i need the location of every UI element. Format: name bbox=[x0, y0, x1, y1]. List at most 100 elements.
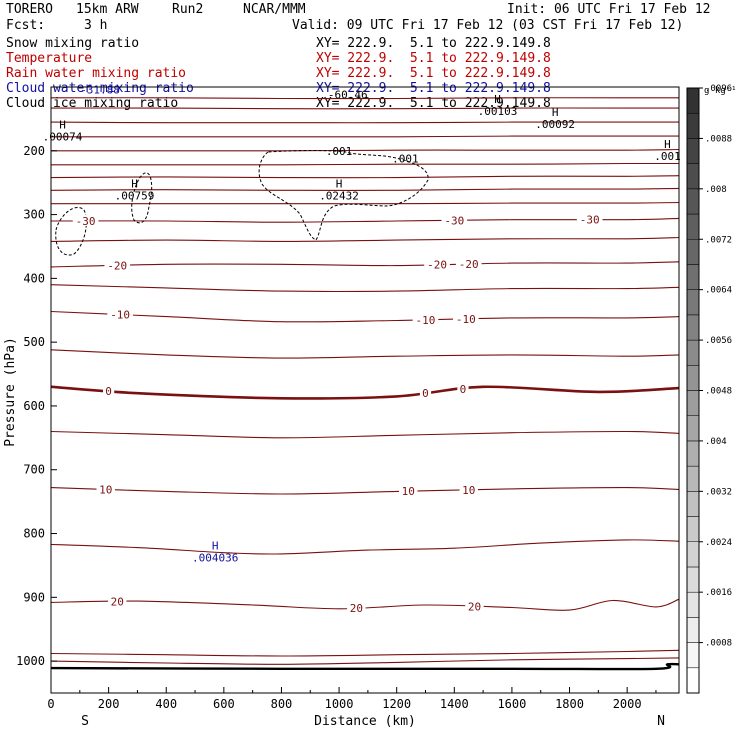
y-tick-label: 500 bbox=[23, 335, 45, 349]
colorbar-segment bbox=[686, 491, 700, 517]
colorbar-segment bbox=[686, 465, 700, 492]
x-tick-label: 200 bbox=[98, 697, 120, 711]
temperature-label: 0 bbox=[105, 385, 112, 398]
legend-temperature-name: Temperature bbox=[6, 51, 93, 66]
model-title: TORERO bbox=[6, 2, 53, 17]
y-tick-label: 900 bbox=[23, 590, 45, 604]
legend-temperature-xy: XY= 222.9. 5.1 to 222.9.149.8 bbox=[316, 51, 551, 66]
colorbar-tick-label: .004 bbox=[705, 437, 727, 447]
run-label: Run2 bbox=[172, 2, 204, 17]
extremum-high-marker-4: H bbox=[552, 106, 559, 119]
cloud-ice-contour-2 bbox=[55, 207, 87, 256]
legend-rain-name: Rain water mixing ratio bbox=[6, 66, 187, 81]
temperature-contour-m65-19 bbox=[50, 121, 679, 124]
model-resolution: 15km ARW bbox=[76, 2, 139, 17]
temperature-label-bg bbox=[441, 214, 468, 226]
org-label: NCAR/MMM bbox=[243, 2, 306, 17]
colorbar-segment bbox=[686, 112, 700, 139]
temperature-contour-15-3 bbox=[50, 539, 680, 555]
temperature-label-bg bbox=[107, 308, 133, 320]
temperature-label: -20 bbox=[107, 259, 127, 272]
x-tick-label: 1600 bbox=[497, 697, 526, 711]
x-axis-title: Distance (km) bbox=[314, 714, 416, 729]
temperature-label-bg bbox=[347, 602, 366, 614]
temperature-label: -30 bbox=[76, 215, 96, 228]
legend-cloud-water-name: Cloud water mixing ratio bbox=[6, 81, 194, 96]
x-tick-label: 600 bbox=[213, 697, 235, 711]
temperature-label-bg bbox=[96, 483, 115, 495]
temperature-contour-25-1 bbox=[50, 649, 680, 657]
temperature-label-bg bbox=[103, 385, 115, 397]
forecast-label: Fcst: bbox=[6, 18, 46, 33]
temperature-contour-m10-8 bbox=[50, 310, 680, 323]
colorbar-tick-label: .0056 bbox=[705, 336, 732, 346]
cloud-ice-label-1: .001 bbox=[392, 152, 419, 165]
temperature-label-bg bbox=[459, 483, 478, 495]
colorbar-segment bbox=[686, 138, 700, 164]
extremum-high-marker-2: H bbox=[336, 177, 343, 190]
legend-cloud-ice-name: Cloud ice mixing ratio bbox=[6, 96, 179, 111]
colorbar-segment bbox=[686, 365, 700, 391]
temperature-contour-m55-17 bbox=[51, 148, 680, 152]
colorbar-segment bbox=[686, 415, 700, 442]
temperature-contour-m45-15 bbox=[50, 175, 680, 179]
colorbar-tick-label: .0024 bbox=[705, 538, 732, 548]
colorbar-tick-label: .0088 bbox=[705, 134, 732, 144]
temperature-contour-0-6 bbox=[50, 385, 680, 400]
colorbar-segment bbox=[686, 289, 700, 316]
temperature-label: 0 bbox=[422, 387, 429, 400]
extremum-value-2: .02432 bbox=[319, 189, 359, 202]
legend-snow-xy: XY= 222.9. 5.1 to 222.9.149.8 bbox=[316, 36, 551, 51]
temperature-label-bg bbox=[465, 600, 484, 612]
x-tick-label: 1200 bbox=[382, 697, 411, 711]
temperature-label-bg bbox=[455, 258, 482, 270]
temperature-label: 10 bbox=[462, 484, 475, 497]
colorbar-tick-label: .0008 bbox=[705, 639, 732, 649]
colorbar-segment bbox=[686, 617, 700, 643]
colorbar-segment bbox=[686, 541, 700, 568]
temperature-contour-m5-7 bbox=[50, 349, 680, 359]
colorbar-segment bbox=[686, 264, 700, 290]
colorbar-tick-label: .0096 bbox=[705, 84, 732, 94]
temperature-contour-m30-12 bbox=[50, 217, 680, 223]
extremum-value-0: .00074 bbox=[43, 131, 83, 144]
temperature-contour-m70-20 bbox=[50, 107, 679, 110]
colorbar-segment bbox=[686, 188, 700, 215]
temperature-label: 20 bbox=[468, 600, 481, 613]
extremum-high-marker-3: H bbox=[494, 93, 501, 106]
colorbar-tick-label: .0048 bbox=[705, 387, 732, 397]
colorbar-segment bbox=[686, 339, 700, 366]
extremum-value-1: .00759 bbox=[115, 189, 155, 202]
extremum-value-3: .00103 bbox=[478, 105, 518, 118]
temperature-label-bg bbox=[424, 258, 450, 270]
legend-snow-name: Snow mixing ratio bbox=[6, 36, 140, 51]
forecast-hour: 3 h bbox=[84, 18, 108, 33]
colorbar-segment bbox=[686, 591, 700, 618]
temperature-label: 20 bbox=[111, 595, 124, 608]
cloud-ice-label-0: .001 bbox=[326, 145, 353, 158]
temperature-contour-m35-13 bbox=[50, 201, 680, 205]
plot-frame bbox=[50, 86, 680, 694]
x-tick-label: 800 bbox=[271, 697, 293, 711]
temperature-contour-20-0 bbox=[50, 657, 680, 665]
temperature-label: 10 bbox=[99, 483, 112, 496]
x-end-label-right: N bbox=[657, 714, 665, 729]
colorbar-unit: g kg⁻¹ bbox=[704, 86, 737, 96]
y-tick-label: 400 bbox=[23, 271, 45, 285]
colorbar-segment bbox=[686, 163, 700, 190]
extremum-high-marker-1: H bbox=[131, 177, 138, 190]
x-tick-label: 1000 bbox=[325, 697, 354, 711]
y-tick-label: 1000 bbox=[16, 654, 45, 668]
extremum-value-4: .00092 bbox=[535, 118, 575, 131]
colorbar-segment bbox=[686, 213, 700, 240]
temperature-label: -30 bbox=[580, 214, 600, 227]
legend-rain-xy: XY= 222.9. 5.1 to 222.9.149.8 bbox=[316, 66, 551, 81]
temperature-contour-m40-14 bbox=[50, 187, 680, 192]
legend-cloud-water-xy: XY= 222.9. 5.1 to 222.9.149.8 bbox=[316, 81, 551, 96]
temperature-label-bg bbox=[72, 214, 99, 226]
colorbar-segment bbox=[686, 440, 700, 467]
colorbar-segment bbox=[686, 516, 700, 543]
overlap-label-1: -60.46 bbox=[328, 88, 368, 101]
y-tick-label: 200 bbox=[23, 144, 45, 158]
valid-time: Valid: 09 UTC Fri 17 Feb 12 (03 CST Fri … bbox=[292, 18, 684, 33]
